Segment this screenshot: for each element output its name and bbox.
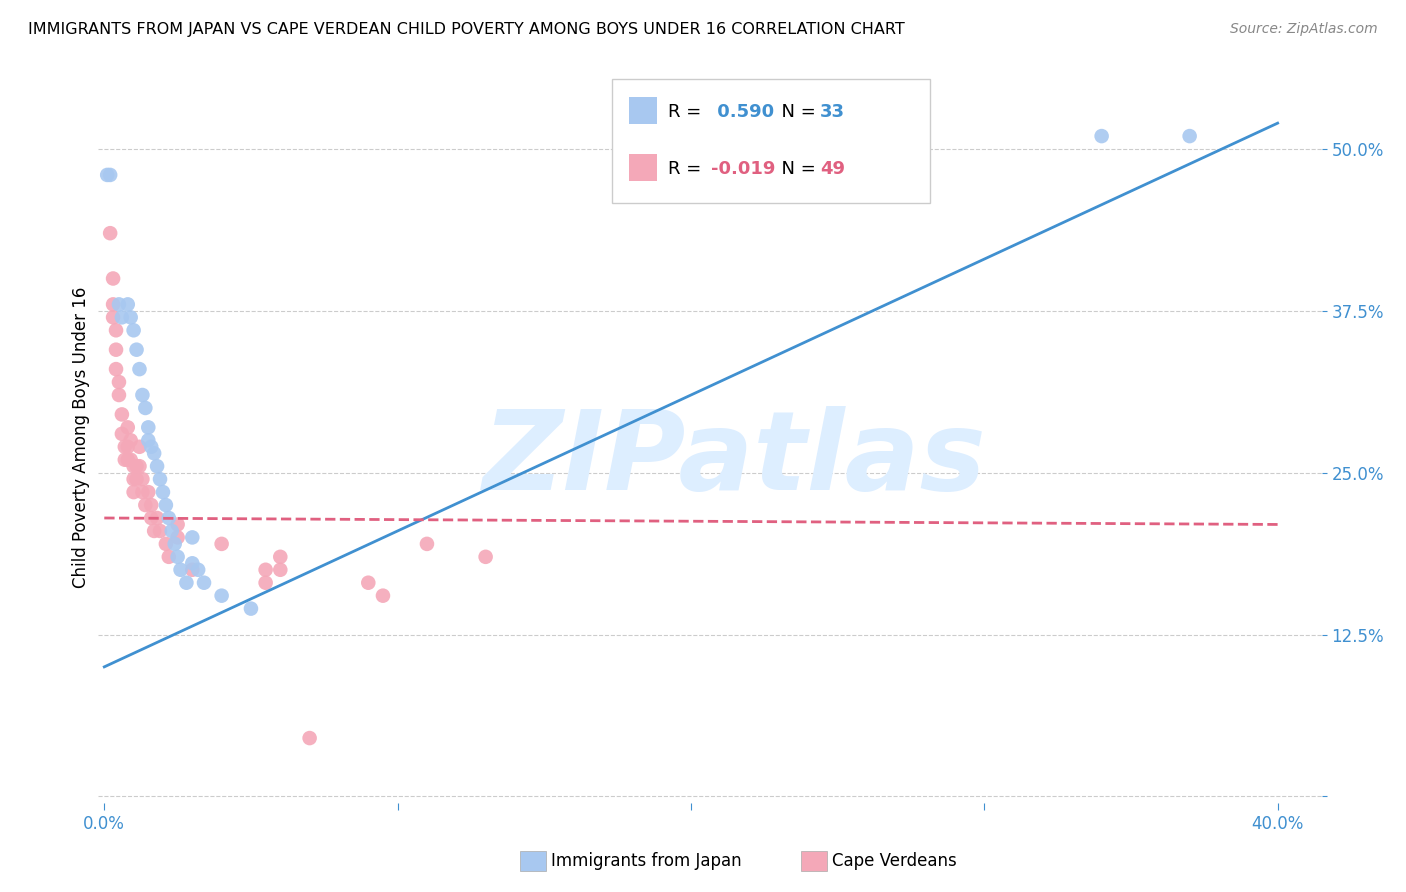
- Point: [141, 511, 163, 525]
- Point: [211, 589, 233, 603]
- Point: [125, 459, 148, 474]
- Point: [166, 530, 188, 544]
- Point: [269, 549, 291, 564]
- Point: [136, 434, 159, 448]
- Point: [474, 549, 496, 564]
- Point: [136, 485, 159, 500]
- Point: [117, 297, 139, 311]
- Point: [160, 524, 183, 538]
- Point: [101, 271, 124, 285]
- Point: [166, 549, 188, 564]
- Point: [131, 472, 153, 486]
- Point: [131, 485, 153, 500]
- Point: [149, 524, 172, 538]
- Point: [1178, 129, 1201, 144]
- Point: [105, 323, 128, 337]
- Point: [1091, 129, 1114, 144]
- Point: [108, 375, 131, 389]
- Point: [128, 440, 150, 454]
- Text: ZIPatlas: ZIPatlas: [482, 406, 987, 513]
- Point: [143, 524, 166, 538]
- Point: [152, 485, 174, 500]
- Text: N =: N =: [769, 103, 821, 121]
- Point: [131, 388, 153, 402]
- Text: 0.590: 0.590: [710, 103, 773, 121]
- Point: [125, 472, 148, 486]
- Text: R =: R =: [668, 103, 707, 121]
- Point: [181, 563, 204, 577]
- Point: [111, 426, 134, 441]
- Point: [101, 310, 124, 325]
- Point: [211, 537, 233, 551]
- Point: [187, 563, 209, 577]
- Point: [155, 498, 177, 512]
- Point: [111, 408, 134, 422]
- Point: [193, 575, 215, 590]
- Point: [371, 589, 394, 603]
- Point: [157, 511, 180, 525]
- Point: [105, 343, 128, 357]
- Point: [157, 549, 180, 564]
- Point: [254, 575, 277, 590]
- Point: [120, 434, 142, 448]
- Point: [117, 452, 139, 467]
- Point: [146, 511, 169, 525]
- Point: [96, 168, 118, 182]
- Point: [149, 472, 172, 486]
- Point: [101, 297, 124, 311]
- Point: [120, 310, 142, 325]
- Point: [117, 420, 139, 434]
- Point: [298, 731, 321, 745]
- Point: [128, 362, 150, 376]
- Point: [108, 388, 131, 402]
- Point: [122, 485, 145, 500]
- Point: [98, 168, 121, 182]
- Point: [143, 446, 166, 460]
- Point: [128, 459, 150, 474]
- Point: [166, 517, 188, 532]
- Text: Source: ZipAtlas.com: Source: ZipAtlas.com: [1230, 22, 1378, 37]
- Text: N =: N =: [769, 161, 821, 178]
- Point: [114, 440, 136, 454]
- Point: [141, 440, 163, 454]
- Text: R =: R =: [668, 161, 707, 178]
- Point: [117, 440, 139, 454]
- Point: [269, 563, 291, 577]
- Text: Cape Verdeans: Cape Verdeans: [832, 852, 957, 870]
- Point: [114, 452, 136, 467]
- Text: 49: 49: [820, 161, 845, 178]
- Point: [105, 362, 128, 376]
- Point: [122, 472, 145, 486]
- Point: [155, 537, 177, 551]
- Point: [136, 420, 159, 434]
- Point: [239, 601, 262, 615]
- Point: [146, 459, 169, 474]
- Point: [111, 310, 134, 325]
- Point: [176, 575, 198, 590]
- Point: [181, 530, 204, 544]
- Y-axis label: Child Poverty Among Boys Under 16: Child Poverty Among Boys Under 16: [72, 286, 90, 588]
- Text: -0.019: -0.019: [710, 161, 775, 178]
- Point: [125, 343, 148, 357]
- Point: [141, 498, 163, 512]
- Point: [169, 563, 191, 577]
- Point: [108, 297, 131, 311]
- Text: Immigrants from Japan: Immigrants from Japan: [551, 852, 742, 870]
- Point: [120, 452, 142, 467]
- Point: [98, 226, 121, 240]
- Text: 33: 33: [820, 103, 845, 121]
- Point: [122, 323, 145, 337]
- Point: [134, 401, 156, 415]
- Text: IMMIGRANTS FROM JAPAN VS CAPE VERDEAN CHILD POVERTY AMONG BOYS UNDER 16 CORRELAT: IMMIGRANTS FROM JAPAN VS CAPE VERDEAN CH…: [28, 22, 905, 37]
- Point: [134, 498, 156, 512]
- Point: [357, 575, 380, 590]
- Point: [416, 537, 439, 551]
- Point: [163, 537, 186, 551]
- Point: [254, 563, 277, 577]
- Point: [181, 557, 204, 571]
- Point: [122, 459, 145, 474]
